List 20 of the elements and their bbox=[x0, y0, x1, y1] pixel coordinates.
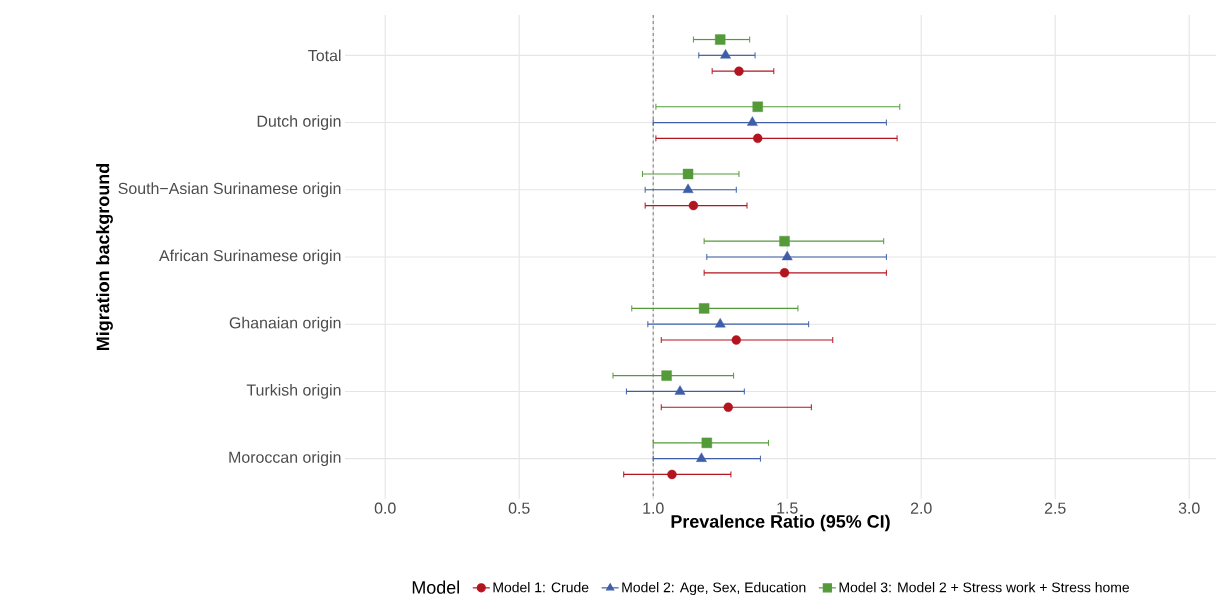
y-tick-label: African Surinamese origin bbox=[159, 249, 341, 265]
x-tick-label: 0.5 bbox=[508, 502, 530, 514]
x-tick-label: 2.5 bbox=[1044, 502, 1066, 514]
x-tick-label: 2.0 bbox=[910, 502, 932, 514]
y-tick-label: Turkish origin bbox=[246, 384, 341, 399]
legend-label: Model 3: Model 2 + Stress work + Stress home bbox=[839, 582, 1130, 593]
y-axis-title: Migration background bbox=[96, 164, 113, 350]
x-tick-label: 3.0 bbox=[1178, 502, 1200, 514]
x-tick-label: 0.0 bbox=[374, 502, 396, 514]
y-tick-label: Ghanaian origin bbox=[229, 316, 341, 332]
x-axis-title: Prevalence Ratio (95% CI) bbox=[671, 514, 890, 532]
x-tick-label: 1.5 bbox=[777, 502, 798, 514]
y-tick-label: Moroccan origin bbox=[229, 451, 341, 467]
x-tick-label: 1.0 bbox=[643, 502, 664, 514]
y-tick-label: South−Asian Surinamese origin bbox=[118, 182, 341, 198]
legend-label: Model 2: Age, Sex, Education bbox=[622, 582, 806, 596]
legend-label: Model 1: Crude bbox=[493, 582, 589, 593]
y-tick-label: Total bbox=[308, 49, 341, 62]
y-tick-label: Dutch origin bbox=[257, 115, 341, 130]
legend-title: Model bbox=[412, 580, 459, 594]
